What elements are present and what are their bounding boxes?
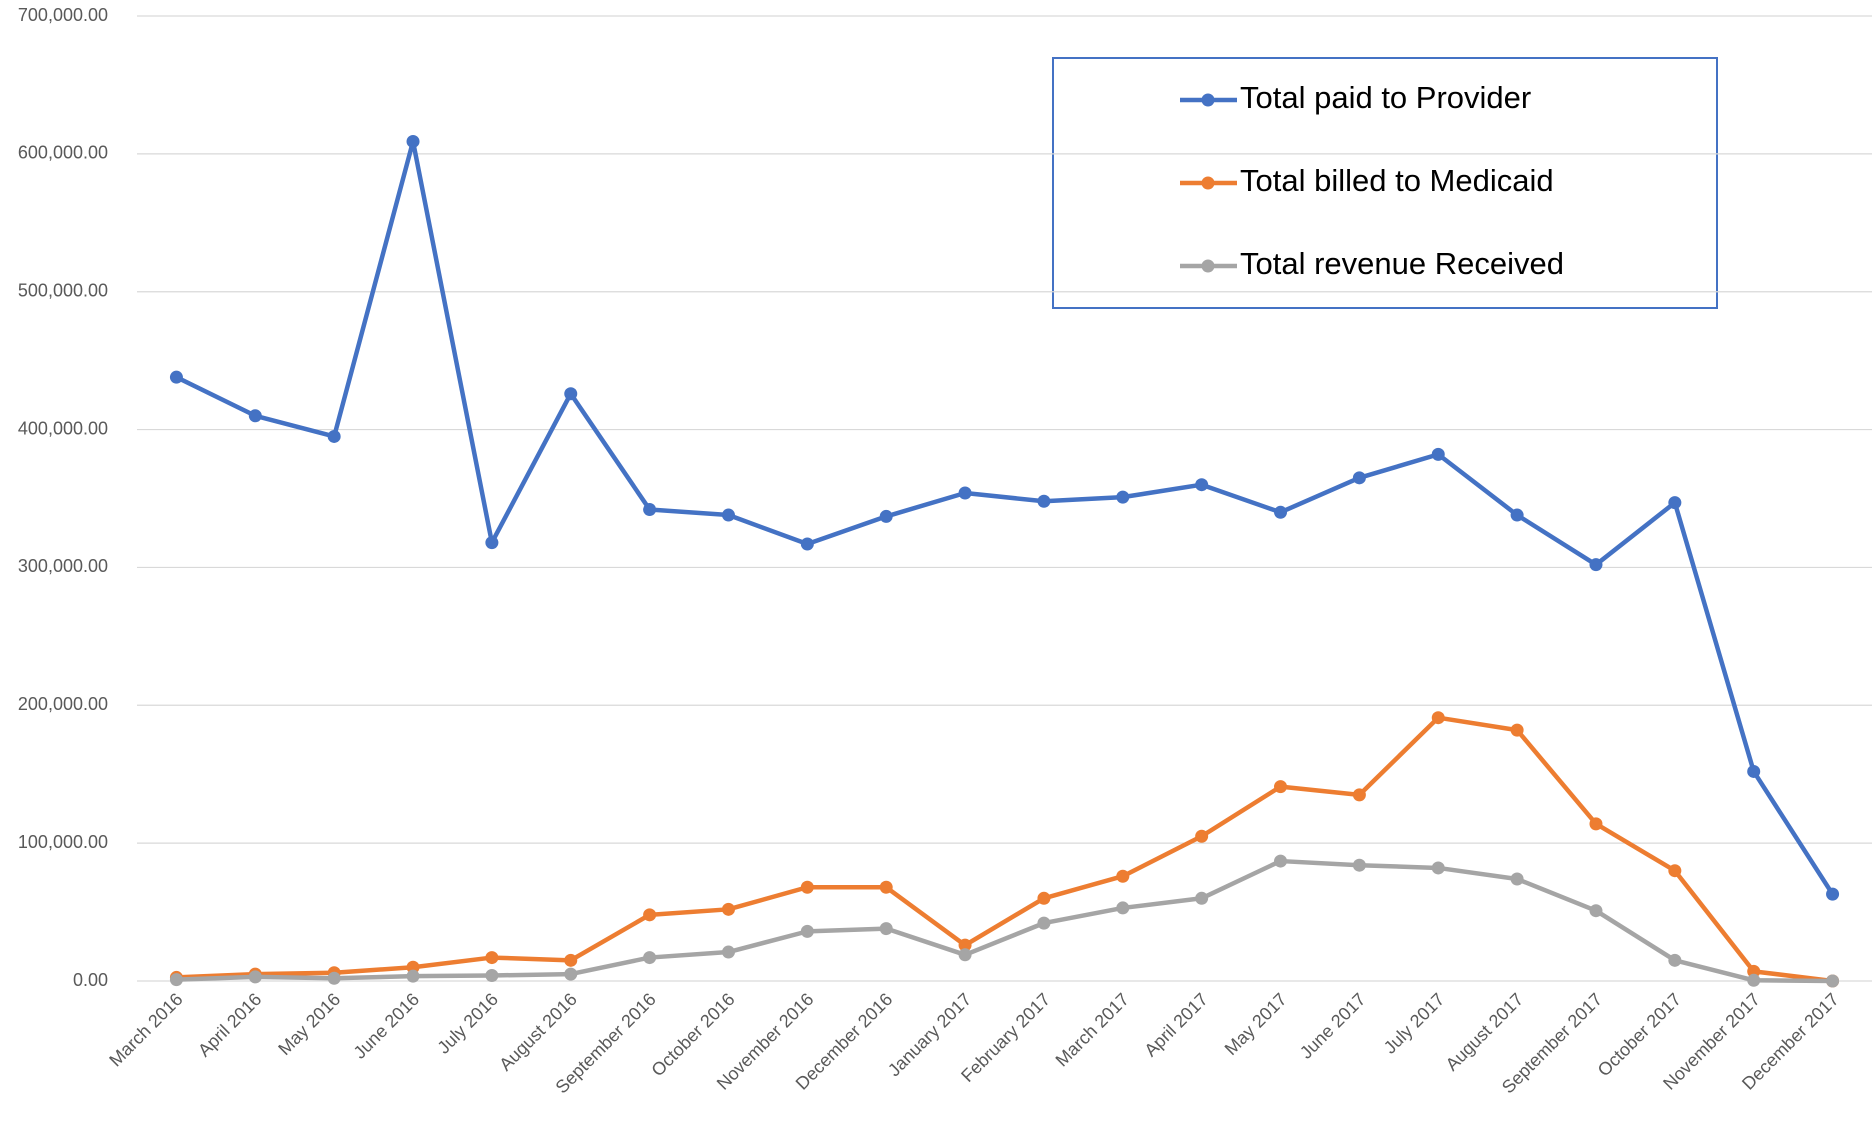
point — [800, 880, 814, 894]
y-tick-label: 200,000.00 — [18, 694, 108, 714]
point — [485, 968, 499, 982]
point — [1431, 861, 1445, 875]
point — [248, 970, 262, 984]
point — [1037, 891, 1051, 905]
x-tick-label: June 2017 — [1296, 989, 1370, 1063]
x-tick-label: August 2017 — [1442, 989, 1528, 1075]
point — [169, 370, 183, 384]
point — [721, 508, 735, 522]
point — [1589, 558, 1603, 572]
y-tick-label: 400,000.00 — [18, 418, 108, 438]
point — [1116, 869, 1130, 883]
legend-label: Total paid to Provider — [1240, 80, 1531, 115]
point — [958, 486, 972, 500]
point — [1195, 478, 1209, 492]
point — [721, 945, 735, 959]
point — [1826, 974, 1840, 988]
point — [1037, 916, 1051, 930]
point — [958, 948, 972, 962]
legend-label: Total billed to Medicaid — [1240, 163, 1554, 198]
point — [879, 509, 893, 523]
point — [1195, 829, 1209, 843]
y-tick-label: 0.00 — [73, 970, 108, 990]
point — [1431, 447, 1445, 461]
point — [1195, 891, 1209, 905]
point — [1274, 505, 1288, 519]
point — [1352, 471, 1366, 485]
legend-label: Total revenue Received — [1240, 246, 1564, 281]
point — [1352, 858, 1366, 872]
point — [1668, 496, 1682, 510]
point — [1352, 788, 1366, 802]
y-tick-label: 300,000.00 — [18, 556, 108, 576]
point — [485, 951, 499, 965]
point — [1431, 711, 1445, 725]
point — [1037, 494, 1051, 508]
point — [1668, 953, 1682, 967]
series-line — [176, 715, 1833, 984]
point — [879, 922, 893, 936]
point — [1510, 723, 1524, 737]
point — [485, 536, 499, 550]
point — [406, 969, 420, 983]
x-tick-label: April 2016 — [194, 989, 265, 1060]
point — [406, 134, 420, 148]
x-tick-label: April 2017 — [1140, 989, 1211, 1060]
y-tick-label: 600,000.00 — [18, 143, 108, 163]
x-tick-label: August 2016 — [495, 989, 581, 1075]
point — [1116, 901, 1130, 915]
point — [327, 971, 341, 985]
legend-marker — [1201, 93, 1215, 107]
point — [643, 951, 657, 965]
x-tick-label: July 2017 — [1380, 989, 1449, 1058]
point — [564, 387, 578, 401]
point — [1668, 864, 1682, 878]
x-tick-label: March 2017 — [1052, 989, 1133, 1070]
point — [1589, 817, 1603, 831]
point — [327, 429, 341, 443]
x-tick-label: May 2016 — [274, 989, 344, 1059]
point — [1274, 780, 1288, 794]
legend-box — [1052, 57, 1718, 309]
point — [406, 960, 420, 974]
point — [248, 409, 262, 423]
point — [564, 953, 578, 967]
point — [169, 973, 183, 987]
y-tick-label: 700,000.00 — [18, 5, 108, 25]
series-line — [175, 139, 1835, 896]
point — [958, 938, 972, 952]
point — [1274, 854, 1288, 868]
legend-marker — [1201, 259, 1215, 273]
x-tick-label: July 2016 — [433, 989, 502, 1058]
legend-marker — [1201, 176, 1215, 190]
point — [1826, 887, 1840, 901]
y-tick-label: 100,000.00 — [18, 832, 108, 852]
point — [1747, 964, 1761, 978]
y-tick-label: 500,000.00 — [18, 280, 108, 300]
point — [721, 902, 735, 916]
point — [879, 880, 893, 894]
point — [643, 908, 657, 922]
point — [1747, 764, 1761, 778]
series-line — [176, 858, 1833, 984]
point — [1116, 490, 1130, 504]
point — [564, 967, 578, 981]
point — [643, 503, 657, 517]
point — [800, 537, 814, 551]
x-tick-label: June 2016 — [350, 989, 424, 1063]
point — [1510, 508, 1524, 522]
point — [1510, 872, 1524, 886]
x-tick-label: March 2016 — [105, 989, 186, 1070]
point — [1747, 973, 1761, 987]
x-tick-label: May 2017 — [1221, 989, 1291, 1059]
point — [800, 924, 814, 938]
point — [1589, 904, 1603, 918]
